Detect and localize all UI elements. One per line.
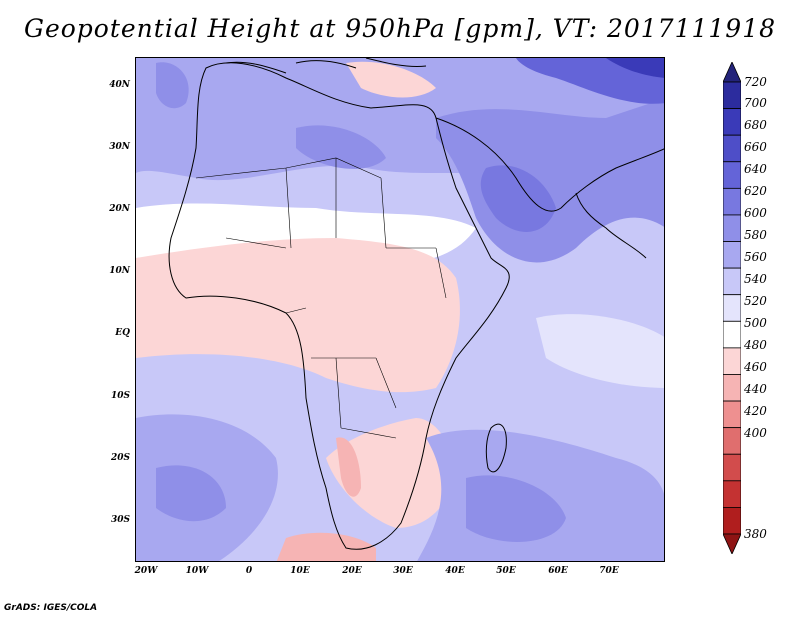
field-ne-peak bbox=[606, 58, 664, 78]
colorbar-segment bbox=[723, 453, 741, 482]
country-borders bbox=[195, 157, 447, 439]
field-sahara-blob bbox=[296, 125, 386, 169]
lat-label: 10S bbox=[110, 391, 130, 401]
colorbar-segment bbox=[723, 241, 741, 269]
colorbar-segment bbox=[723, 214, 741, 242]
coastlines bbox=[168, 58, 664, 550]
colorbar-label: 440 bbox=[744, 382, 767, 396]
grads-credit: GrADS: IGES/COLA bbox=[4, 603, 98, 613]
colorbar-segment bbox=[723, 161, 741, 189]
lat-label: 10N bbox=[109, 266, 130, 276]
field-ne-high bbox=[516, 58, 664, 104]
colorbar-label: 560 bbox=[744, 250, 767, 264]
geopotential-map bbox=[136, 58, 664, 561]
colorbar-segment bbox=[723, 400, 741, 429]
colorbar-segment bbox=[723, 320, 741, 349]
colorbar-label: 540 bbox=[744, 272, 767, 286]
colorbar-segment bbox=[723, 480, 741, 508]
colorbar-end-top bbox=[723, 62, 741, 83]
colorbar-label: 460 bbox=[744, 360, 767, 374]
colorbar-segment bbox=[723, 108, 741, 136]
colorbar-label: 380 bbox=[744, 527, 767, 541]
lon-label: 10E bbox=[290, 566, 310, 576]
colorbar-label: 720 bbox=[744, 75, 767, 89]
field-arabia-core bbox=[480, 165, 556, 232]
colorbar-label: 580 bbox=[744, 228, 767, 242]
colorbar-label: 500 bbox=[744, 316, 767, 330]
colorbar-segment bbox=[723, 187, 741, 216]
lat-label: EQ bbox=[115, 328, 130, 338]
field-equatorial-white bbox=[536, 314, 664, 388]
india-coastline bbox=[575, 192, 647, 259]
lon-label: 20W bbox=[134, 566, 158, 576]
lon-label: 20E bbox=[342, 566, 362, 576]
colorbar-label: 700 bbox=[744, 96, 767, 110]
field-kalahari-low bbox=[336, 437, 361, 497]
colorbar-label: 520 bbox=[744, 294, 767, 308]
borders bbox=[195, 157, 447, 439]
lon-label: 0 bbox=[245, 566, 253, 576]
field-central-low bbox=[136, 238, 460, 393]
colorbar-segment bbox=[723, 347, 741, 375]
colorbar-label: 620 bbox=[744, 184, 767, 198]
field-nw-blob bbox=[156, 62, 189, 109]
colorbar-segment bbox=[723, 134, 741, 163]
field-cape-low bbox=[276, 532, 376, 561]
colorbar-segment bbox=[723, 294, 741, 322]
colorbar-label: 600 bbox=[744, 206, 767, 220]
lon-label: 60E bbox=[548, 566, 568, 576]
field-arabia-band bbox=[436, 98, 664, 263]
lon-label: 30E bbox=[393, 566, 413, 576]
map-panel bbox=[135, 57, 665, 562]
colorbar-segments bbox=[723, 62, 741, 554]
lon-label: 40E bbox=[445, 566, 465, 576]
colorbar-segment bbox=[723, 427, 741, 455]
madagascar-coastline bbox=[485, 423, 507, 473]
colorbar-label: 660 bbox=[744, 140, 767, 154]
europe-coastline bbox=[225, 58, 427, 74]
lon-label: 50E bbox=[496, 566, 516, 576]
africa-coastline bbox=[168, 62, 510, 550]
arabia-coastline bbox=[435, 117, 664, 212]
colorbar-label: 640 bbox=[744, 162, 767, 176]
field-southern-low bbox=[326, 418, 456, 528]
lat-label: 40N bbox=[109, 80, 130, 90]
colorbar-segment bbox=[723, 507, 741, 535]
colorbar-label: 680 bbox=[744, 118, 767, 132]
colorbar-label: 480 bbox=[744, 338, 767, 352]
field-indian-ocean-core bbox=[466, 475, 566, 542]
lon-label: 70E bbox=[599, 566, 619, 576]
lat-label: 20N bbox=[109, 204, 130, 214]
field-south-atlantic-core bbox=[156, 465, 226, 522]
field-med-low bbox=[346, 61, 436, 98]
colorbar-segment bbox=[723, 81, 741, 109]
lon-label: 10W bbox=[185, 566, 209, 576]
colorbar-label: 420 bbox=[744, 404, 767, 418]
chart-title: Geopotential Height at 950hPa [gpm], VT:… bbox=[23, 14, 777, 43]
lat-label: 30S bbox=[110, 515, 130, 525]
colorbar-label: 400 bbox=[744, 426, 767, 440]
colorbar-segment bbox=[723, 374, 741, 402]
lat-label: 20S bbox=[110, 453, 130, 463]
lat-label: 30N bbox=[109, 142, 130, 152]
colorbar bbox=[723, 62, 741, 554]
colorbar-end-bottom bbox=[723, 533, 741, 554]
colorbar-segment bbox=[723, 267, 741, 296]
